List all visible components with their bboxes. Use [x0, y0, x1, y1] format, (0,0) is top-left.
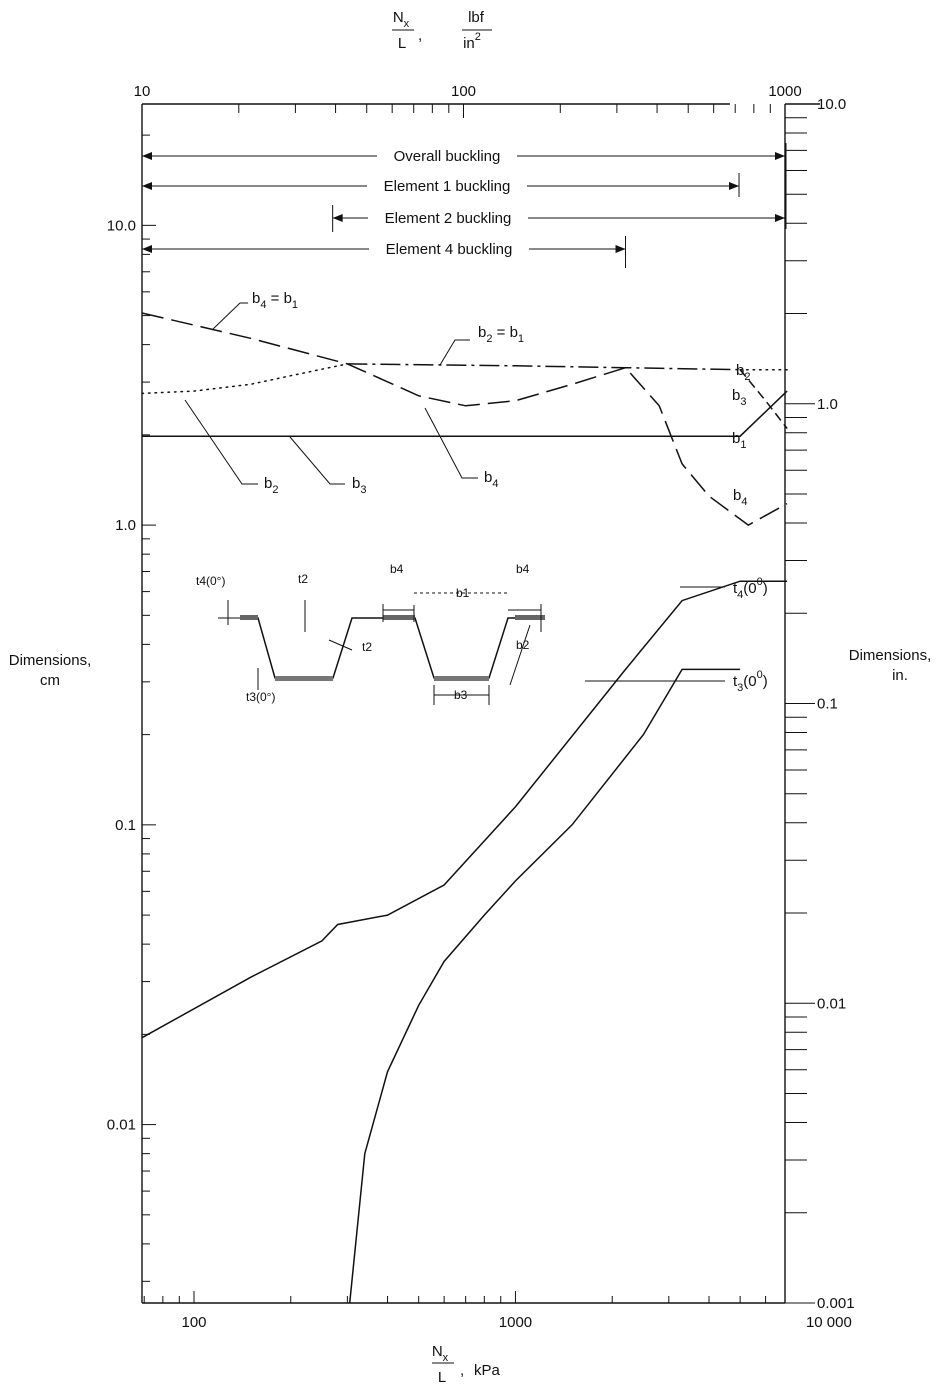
arrow-head	[142, 245, 152, 253]
range-label: Element 4 buckling	[386, 241, 513, 258]
inset-label-t2: t2	[298, 572, 308, 586]
bottom-axis-unit: kPa	[474, 1362, 501, 1379]
label-b4: b4	[484, 469, 498, 490]
label-b4-equals-b1-leader	[211, 302, 248, 331]
bottom-tick-label: 10 000	[806, 1314, 852, 1331]
inset-flange	[240, 615, 258, 620]
left-tick-label: 1.0	[115, 517, 136, 534]
series-b2-line	[141, 363, 349, 395]
arrow-head	[775, 152, 785, 160]
left-tick-label: 0.01	[107, 1117, 136, 1134]
label-t4: t4(00)	[733, 576, 768, 601]
arrow-head	[142, 182, 152, 190]
range-label: Overall buckling	[394, 148, 501, 165]
top-tick-label: 1000	[768, 83, 801, 100]
label-b2-leader	[184, 399, 258, 485]
arrow-head	[729, 182, 740, 190]
cross-section-inset: t4(0°) t2 t2 t3(0°) b4 b1 b4 b2 b3	[196, 562, 545, 705]
bottom-axis-label-numerator: Nx	[432, 1343, 449, 1364]
bottom-tick-label: 100	[181, 1314, 206, 1331]
series-b4-line	[141, 312, 788, 526]
top-axis-label-numerator: Nx	[393, 9, 410, 30]
inset-label-b4: b4	[390, 562, 404, 576]
curve-annotations: b4 = b1 b2 = b1 b2 b3 b4 b2 b3 b1 b4 t4(00) t3(00)	[184, 290, 768, 694]
top-axis-unit-denominator: in2	[463, 31, 481, 52]
right-tick-label: 0.001	[817, 1295, 855, 1312]
right-axis-label: Dimensions,	[849, 647, 932, 664]
left-tick-label: 0.1	[115, 817, 136, 834]
inset-label-t2: t2	[362, 640, 372, 654]
top-tick-label: 100	[451, 83, 476, 100]
data-series	[141, 312, 788, 1304]
inset-label-b4: b4	[516, 562, 530, 576]
right-axis-label-unit: in.	[892, 667, 908, 684]
inset-dim-line	[509, 624, 531, 686]
inset-label-b3: b3	[454, 688, 468, 702]
series-b1-line	[739, 369, 788, 429]
right-tick-label: 1.0	[817, 396, 838, 413]
inset-profile	[240, 617, 545, 679]
arrow-head	[142, 152, 152, 160]
label-b2-equals-b1-leader	[439, 339, 470, 366]
arrow-head	[615, 245, 626, 253]
label-b3-leader	[289, 436, 345, 485]
right-tick-label: 0.1	[817, 696, 838, 713]
label-b3-right: b3	[732, 387, 746, 408]
inset-flange	[515, 615, 545, 620]
inset-bottom-plate	[275, 676, 333, 681]
inset-label-t4: t4(0°)	[196, 574, 225, 588]
label-b2-equals-b1: b2 = b1	[478, 324, 524, 345]
inset-label-b2: b2	[516, 638, 530, 652]
label-t3: t3(00)	[733, 669, 768, 694]
label-b4-right: b4	[733, 487, 747, 508]
series-t40-line	[141, 580, 788, 1039]
inset-label-b1: b1	[456, 586, 470, 600]
range-label: Element 1 buckling	[384, 178, 511, 195]
left-tick-label: 10.0	[107, 217, 136, 234]
label-b4-equals-b1: b4 = b1	[252, 290, 298, 311]
label-b3: b3	[352, 475, 366, 496]
left-axis-label: Dimensions,	[9, 652, 92, 669]
inset-flange	[383, 615, 415, 620]
right-tick-label: 10.0	[817, 96, 846, 113]
series-t30-line	[348, 668, 741, 1304]
inset-dim-line	[328, 639, 353, 651]
series-b3-line	[142, 390, 788, 437]
inset-bottom-plate	[434, 676, 489, 681]
label-b1-right: b1	[732, 430, 746, 451]
inset-label-t3: t3(0°)	[246, 690, 275, 704]
top-axis-unit-numerator: lbf	[468, 9, 485, 26]
range-label: Element 2 buckling	[385, 210, 512, 227]
top-axis-comma: ,	[418, 27, 422, 44]
label-b2-right: b2	[736, 362, 750, 383]
bottom-axis-comma: ,	[460, 1362, 464, 1379]
arrow-head	[775, 214, 785, 222]
series-b2-line	[347, 363, 741, 371]
top-axis-label-denominator: L	[398, 35, 406, 52]
buckling-ranges: Overall buckling Element 1 buckling Elemen…	[142, 143, 787, 268]
arrow-head	[332, 214, 343, 222]
bottom-tick-label: 1000	[499, 1314, 532, 1331]
right-tick-label: 0.01	[817, 995, 846, 1012]
bottom-axis-label-denominator: L	[438, 1369, 446, 1386]
label-b2: b2	[264, 475, 278, 496]
top-tick-label: 10	[134, 83, 151, 100]
label-b4-leader	[424, 407, 478, 479]
left-axis-label-unit: cm	[40, 672, 60, 689]
